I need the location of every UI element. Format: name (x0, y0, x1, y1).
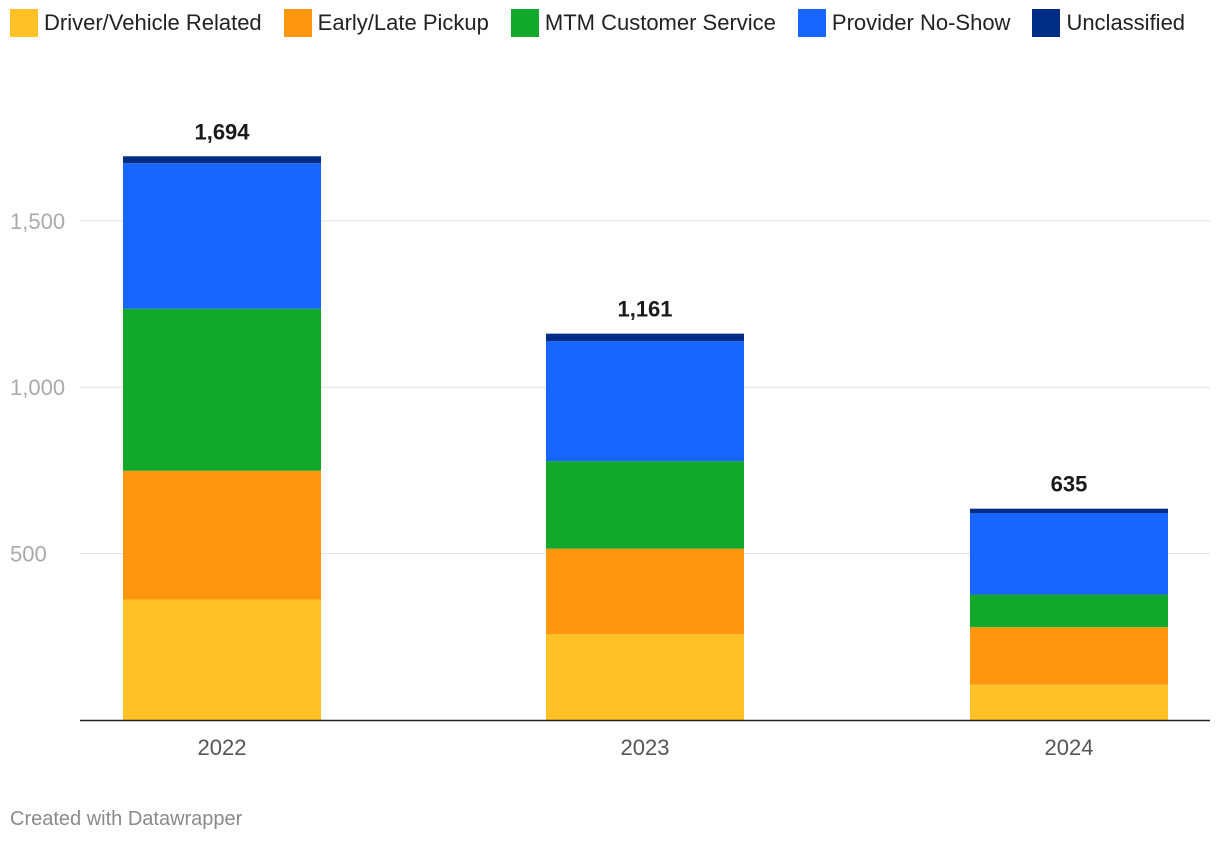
y-tick-label: 1,500 (10, 209, 65, 234)
legend-swatch (10, 9, 38, 37)
legend-label: Provider No-Show (831, 10, 1011, 35)
bar-segment (970, 594, 1168, 628)
bar-segment (546, 548, 744, 635)
legend-label: MTM Customer Service (544, 10, 776, 35)
bar-segment (546, 341, 744, 462)
bar-total-label: 635 (1051, 472, 1088, 497)
legend-swatch (1032, 9, 1061, 37)
bar-segment (123, 599, 321, 720)
bar-segment (123, 156, 321, 164)
x-tick-label: 2024 (1045, 735, 1094, 760)
legend-label: Early/Late Pickup (317, 10, 489, 35)
legend-swatch (797, 9, 826, 37)
bar-total-label: 1,694 (194, 119, 250, 144)
legend-swatch (283, 9, 312, 37)
legend-item: MTM Customer Service (510, 9, 776, 37)
footer-credit: Created with Datawrapper (10, 808, 243, 830)
bar-segment (970, 508, 1168, 514)
legend-item: Provider No-Show (797, 9, 1011, 37)
y-tick-label: 500 (10, 542, 47, 567)
bar-segment (970, 627, 1168, 685)
bar-segment (970, 513, 1168, 595)
legend-label: Driver/Vehicle Related (44, 10, 262, 35)
bar-segment (546, 634, 744, 720)
bar-segment (546, 333, 744, 342)
bar-segment (123, 470, 321, 600)
bar-segment (123, 308, 321, 471)
bar-segment (970, 684, 1168, 720)
legend-item: Unclassified (1032, 9, 1185, 37)
x-tick-label: 2022 (198, 735, 247, 760)
y-tick-label: 1,000 (10, 375, 65, 400)
bar-segment (123, 163, 321, 309)
legend-item: Driver/Vehicle Related (10, 9, 262, 37)
legend: Driver/Vehicle Related Early/Late Pickup M… (10, 9, 1200, 37)
legend-item: Early/Late Pickup (283, 9, 489, 37)
x-tick-label: 2023 (621, 735, 670, 760)
legend-label: Unclassified (1066, 10, 1186, 35)
legend-swatch (510, 9, 539, 37)
bar-segment (546, 461, 744, 549)
bar-total-label: 1,161 (617, 297, 672, 322)
